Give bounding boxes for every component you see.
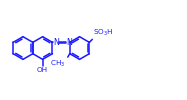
Text: OH: OH	[37, 67, 48, 73]
Text: N: N	[53, 38, 59, 47]
Text: SO$_3$H: SO$_3$H	[93, 28, 114, 38]
Text: CH$_3$: CH$_3$	[50, 59, 66, 69]
Text: N: N	[66, 38, 72, 47]
